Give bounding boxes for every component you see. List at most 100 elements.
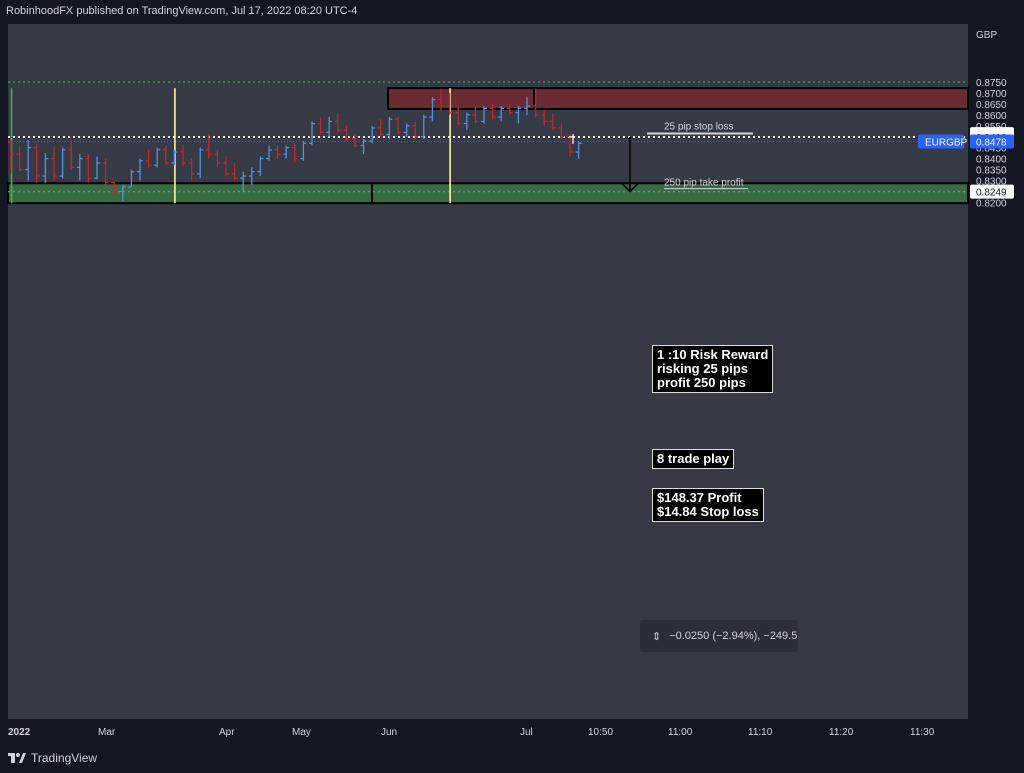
ohlc-bar — [16, 146, 23, 172]
ohlc-bar — [455, 106, 462, 126]
time-tick-label: 10:50 — [588, 727, 613, 738]
currency-label: GBP — [976, 30, 997, 41]
ohlc-bar — [197, 147, 204, 179]
time-tick-label: Mar — [98, 727, 116, 738]
ohlc-bar — [291, 143, 298, 163]
time-tick-label: Apr — [219, 727, 235, 738]
price-tag-target-bg — [970, 184, 1014, 199]
ohlc-bar — [420, 114, 427, 139]
ohlc-bar — [395, 117, 401, 135]
ohlc-bar — [283, 145, 290, 159]
time-tick-label: 11:30 — [910, 727, 935, 738]
ohlc-bar — [541, 110, 548, 126]
ohlc-bar — [403, 123, 410, 137]
price-chart[interactable]: 25 pip stop loss 250 pip take profit 0.875… — [0, 24, 1024, 744]
ohlc-bar — [575, 141, 582, 159]
ohlc-bar — [137, 158, 143, 181]
publish-info: RobinhoodFX published on TradingView.com… — [6, 5, 358, 17]
last-price-tag: 0.8478 — [976, 138, 1007, 149]
ohlc-bar — [326, 117, 333, 137]
ohlc-bar — [171, 149, 178, 166]
ohlc-bar — [76, 154, 83, 181]
time-tick-label: 11:20 — [829, 727, 854, 738]
measure-icon: ⇕ — [652, 630, 662, 643]
price-tick-label: 0.8700 — [976, 89, 1007, 100]
tradingview-logo[interactable]: TradingView — [8, 751, 97, 765]
take-profit-label: 250 pip take profit — [664, 178, 744, 189]
supply-zone — [387, 87, 969, 110]
ohlc-bar — [498, 106, 505, 122]
ohlc-bar — [446, 93, 453, 115]
ohlc-bar — [549, 112, 556, 131]
price-tick-label: 0.8200 — [976, 198, 1007, 209]
ohlc-bar — [377, 119, 384, 137]
ohlc-bar — [42, 153, 49, 183]
time-tick-label: 11:10 — [748, 727, 773, 738]
time-tick-label: May — [292, 727, 311, 738]
demand-zone — [7, 182, 969, 205]
ohlc-bar — [51, 146, 57, 181]
ohlc-bar — [515, 106, 522, 124]
price-tick-label: 0.8400 — [976, 155, 1007, 166]
ohlc-bar — [506, 103, 513, 115]
plot-area — [8, 24, 968, 719]
ohlc-bar — [257, 156, 264, 177]
ohlc-bar — [119, 184, 126, 202]
time-tick-label: 2022 — [8, 727, 31, 738]
ohlc-bar — [214, 149, 221, 168]
ohlc-bar — [412, 121, 419, 139]
ohlc-bar — [68, 139, 75, 170]
tradingview-logo-icon — [8, 753, 26, 763]
ohlc-bar — [489, 103, 496, 120]
ohlc-bar — [481, 106, 487, 124]
ohlc-bar — [334, 112, 341, 133]
price-tick-label: 0.8750 — [976, 78, 1007, 89]
trade-play-label: 8 trade play — [652, 449, 735, 469]
ohlc-bar — [274, 145, 281, 159]
ohlc-bar — [145, 149, 152, 168]
price-tag-target: 0.8249 — [976, 188, 1007, 199]
symbol-tag: EURGBP — [925, 138, 968, 149]
ohlc-bar — [128, 169, 135, 188]
ohlc-bar — [438, 88, 444, 111]
ohlc-bar — [352, 134, 358, 148]
ohlc-bar — [8, 141, 14, 174]
time-axis — [8, 719, 968, 744]
brand-name: TradingView — [31, 751, 98, 765]
ohlc-bar — [180, 145, 186, 168]
ohlc-bar — [231, 162, 238, 181]
ohlc-bar — [85, 154, 92, 183]
ohlc-bar — [59, 147, 66, 179]
ohlc-bar — [266, 145, 272, 161]
ohlc-bar — [154, 147, 161, 168]
ohlc-bar — [162, 145, 169, 166]
ohlc-bar — [472, 106, 479, 124]
price-tick-label: 0.8650 — [976, 100, 1007, 111]
ohlc-bar — [188, 158, 195, 181]
last-price-tag-bg — [970, 134, 1014, 149]
publish-header: RobinhoodFX published on TradingView.com… — [0, 0, 1024, 24]
price-tick-label: 0.8300 — [976, 176, 1007, 187]
ohlc-bar — [102, 158, 109, 190]
ohlc-bar — [317, 117, 324, 135]
ohlc-bar — [223, 156, 229, 177]
symbol-tag-bg — [918, 134, 964, 149]
ohlc-bar — [360, 138, 367, 155]
ohlc-bar — [309, 121, 315, 146]
ohlc-bar — [386, 117, 393, 139]
ohlc-bar — [94, 156, 100, 180]
time-tick-label: 11:00 — [668, 727, 693, 738]
trade-arrow-head — [621, 183, 639, 193]
ohlc-bar — [532, 88, 539, 118]
ohlc-bar — [463, 112, 470, 131]
ohlc-bar — [429, 97, 436, 122]
time-tick-label: Jul — [520, 727, 533, 738]
profit-loss-label: $148.37 Profit $14.84 Stop loss — [652, 488, 764, 522]
ohlc-bar — [25, 139, 32, 181]
stop-loss-label: 25 pip stop loss — [664, 121, 734, 132]
measure-tooltip: ⇕ −0.0250 (−2.94%), −249.5 — [640, 620, 798, 652]
ohlc-bar — [524, 97, 530, 115]
ohlc-bar — [111, 180, 118, 196]
ohlc-bar — [300, 141, 307, 161]
time-tick-label: Jun — [381, 727, 397, 738]
